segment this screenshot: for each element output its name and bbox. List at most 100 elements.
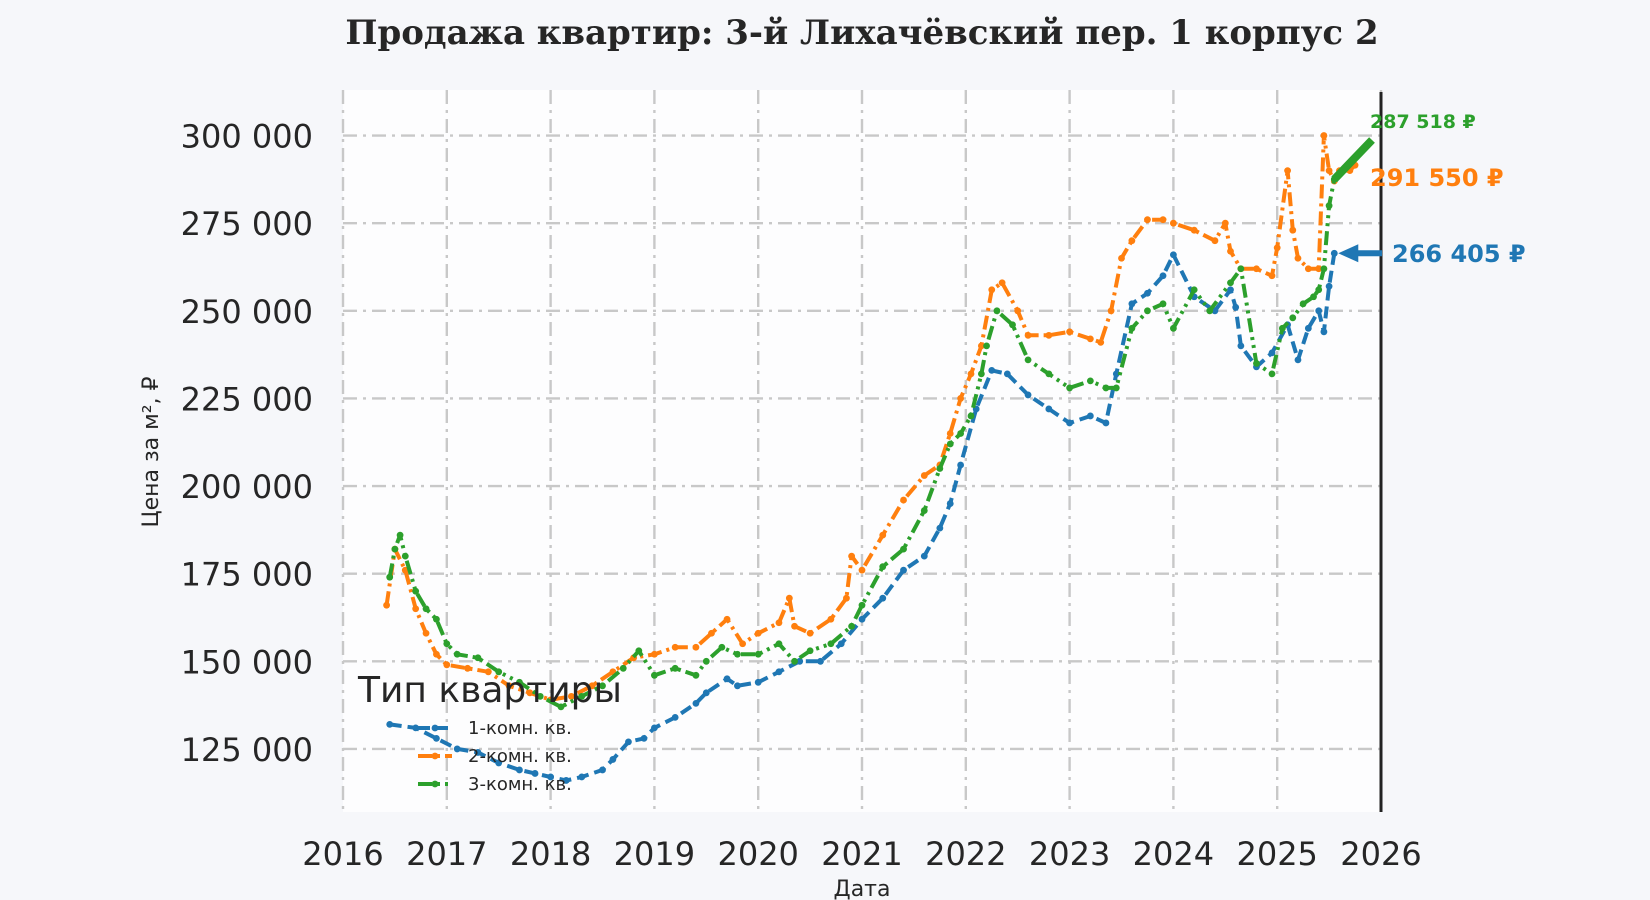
series-2-point-13 xyxy=(557,703,565,711)
series-2-point-45 xyxy=(1086,377,1094,385)
series-0-point-36 xyxy=(1024,391,1032,399)
series-1-point-7 xyxy=(464,664,471,672)
series-1-point-12 xyxy=(567,692,575,700)
series-2-point-15 xyxy=(599,682,606,690)
series-2-point-40 xyxy=(993,307,1001,315)
series-1-point-63 xyxy=(1294,254,1302,262)
x-tick-label-5: 2021 xyxy=(821,835,902,873)
series-2-point-30 xyxy=(858,601,866,609)
series-0-point-41 xyxy=(1112,370,1120,378)
series-2-point-16 xyxy=(619,664,627,672)
series-1-point-18 xyxy=(692,643,700,651)
series-0-point-9 xyxy=(562,777,570,784)
series-2-point-46 xyxy=(1102,384,1110,392)
series-0-point-31 xyxy=(946,500,954,507)
series-0-point-49 xyxy=(1232,303,1240,311)
series-0-point-50 xyxy=(1237,342,1245,350)
series-1-point-8 xyxy=(484,668,492,676)
series-2-point-24 xyxy=(754,650,762,658)
series-2-point-0 xyxy=(386,573,394,581)
series-2-point-55 xyxy=(1237,265,1245,273)
series-1-point-23 xyxy=(775,619,783,627)
legend-marker-1 xyxy=(431,752,439,760)
end-labels: 266 405 ₽ 291 550 ₽ 287 518 ₽ xyxy=(1331,111,1526,268)
series-2-point-10 xyxy=(495,668,503,676)
series-2-point-60 xyxy=(1299,300,1307,308)
series-1-point-25 xyxy=(791,622,798,630)
x-tick-label-1: 2017 xyxy=(406,835,487,873)
series-2-point-64 xyxy=(1325,202,1333,210)
series-2-point-12 xyxy=(536,692,544,700)
series-1-point-20 xyxy=(723,615,731,623)
series-2-point-2 xyxy=(396,531,404,539)
series-0-point-3 xyxy=(453,745,461,753)
series-2-point-61 xyxy=(1310,293,1317,301)
series-1-point-66 xyxy=(1320,132,1328,139)
series-2-point-52 xyxy=(1190,286,1198,294)
series-2-point-63 xyxy=(1320,265,1328,273)
series-1-point-39 xyxy=(988,286,996,294)
series-0-point-4 xyxy=(474,749,482,756)
series-1-point-44 xyxy=(1066,328,1073,336)
series-1-point-33 xyxy=(920,472,928,479)
series-0-point-40 xyxy=(1102,419,1110,427)
series-1-point-60 xyxy=(1273,244,1281,252)
series-2-point-31 xyxy=(879,563,887,571)
y-tick-label-5: 250 000 xyxy=(181,293,313,331)
end-label-2: 287 518 ₽ xyxy=(1370,111,1476,133)
series-0-point-18 xyxy=(702,689,710,697)
series-1-point-22 xyxy=(754,629,762,637)
series-2-point-36 xyxy=(957,430,965,437)
series-0-point-8 xyxy=(547,773,554,781)
series-0-point-20 xyxy=(734,682,741,690)
series-1-point-26 xyxy=(806,629,814,637)
series-2-point-38 xyxy=(977,370,985,378)
series-1-point-21 xyxy=(739,640,747,648)
series-1-point-62 xyxy=(1289,226,1297,234)
y-tick-label-6: 275 000 xyxy=(181,205,313,243)
series-1-point-32 xyxy=(900,496,907,504)
series-2-point-56 xyxy=(1253,359,1260,367)
series-2-point-37 xyxy=(967,412,975,420)
series-2-point-5 xyxy=(422,605,430,613)
series-0-point-27 xyxy=(879,594,887,602)
x-tick-label-7: 2023 xyxy=(1029,835,1110,873)
series-1-point-56 xyxy=(1227,247,1234,255)
series-1-point-37 xyxy=(967,370,975,378)
series-0-point-5 xyxy=(495,759,503,767)
series-2-point-54 xyxy=(1227,279,1234,287)
series-0-point-24 xyxy=(817,657,824,665)
legend-label-2: 3-комн. кв. xyxy=(468,774,572,795)
y-tick-labels: 125 000 150 000 175 000 200 000 225 000 250 0… xyxy=(181,118,313,769)
series-1-point-54 xyxy=(1211,237,1219,245)
series-2-point-17 xyxy=(635,647,643,655)
end-arrow-head-0 xyxy=(1338,244,1359,263)
series-0-point-15 xyxy=(651,724,658,732)
series-2-point-8 xyxy=(453,650,461,658)
series-1-point-41 xyxy=(1014,307,1022,315)
series-1-point-43 xyxy=(1045,331,1053,339)
end-label-1: 291 550 ₽ xyxy=(1370,164,1504,192)
x-tick-label-2: 2018 xyxy=(510,835,591,873)
series-1-point-53 xyxy=(1190,226,1198,234)
series-2-point-4 xyxy=(412,587,420,595)
x-tick-label-8: 2024 xyxy=(1133,835,1214,873)
series-1-point-50 xyxy=(1144,216,1151,224)
series-2-point-47 xyxy=(1112,384,1120,392)
series-0-point-35 xyxy=(1003,370,1011,378)
series-0-point-48 xyxy=(1227,286,1234,294)
x-axis-label: Дата xyxy=(834,877,891,900)
series-0-point-58 xyxy=(1325,282,1333,290)
series-2-point-19 xyxy=(671,664,679,672)
series-1-point-65 xyxy=(1315,265,1323,273)
series-2-point-26 xyxy=(791,657,798,665)
series-1-point-6 xyxy=(443,661,451,669)
series-1-point-42 xyxy=(1024,331,1032,339)
series-0-point-29 xyxy=(920,552,928,560)
series-0-point-37 xyxy=(1045,405,1053,413)
series-2-point-29 xyxy=(848,622,856,630)
series-2-point-22 xyxy=(718,643,726,651)
series-0-point-2 xyxy=(433,734,440,742)
series-1-point-13 xyxy=(588,682,596,690)
series-2-point-57 xyxy=(1268,370,1276,378)
